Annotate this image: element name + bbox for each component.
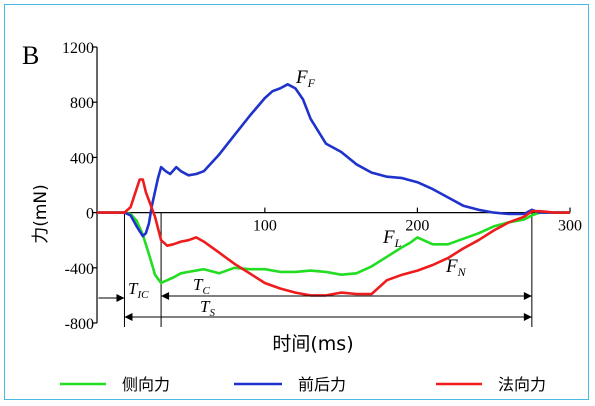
series-lines: [97, 83, 570, 297]
series-line-fore_aft: [97, 83, 570, 238]
x-tick-label: 100: [253, 218, 277, 235]
label-fore-aft-force: FF: [295, 67, 316, 90]
x-axis-label: 时间(ms): [272, 333, 353, 355]
legend-label-lateral: 侧向力: [122, 375, 170, 394]
x-tick-label: 200: [405, 218, 429, 235]
legend-label-fore-aft: 前后力: [298, 375, 346, 394]
series-line-lateral: [97, 211, 570, 285]
label-normal-force: FN: [445, 256, 467, 279]
y-tick-label: -400: [65, 261, 94, 278]
interval-arrow-tc: [161, 292, 532, 300]
label-t-c: TC: [193, 275, 210, 297]
interval-marker-lines: [123, 212, 533, 327]
y-axis-label: 力(mN): [31, 184, 51, 244]
label-lateral-force: FL: [382, 227, 402, 250]
x-tick-label: 300: [558, 218, 582, 235]
y-tick-label: 1200: [62, 40, 94, 57]
legend-label-normal: 法向力: [498, 375, 546, 394]
y-tick-label: -800: [65, 316, 94, 333]
y-tick-label: 800: [70, 95, 94, 112]
axis-ticks: -800 -400 0 400 800 1200 100 200 300: [62, 40, 582, 333]
label-t-s: TS: [200, 297, 215, 319]
panel-label: B: [22, 41, 39, 70]
interval-annotations: [98, 292, 532, 321]
interval-arrow-tic: [98, 294, 125, 302]
y-tick-label: 0: [86, 206, 94, 223]
interval-arrow-ts: [124, 313, 532, 321]
label-t-ic: TIC: [128, 279, 149, 301]
y-tick-label: 400: [70, 150, 94, 167]
series-line-normal: [97, 178, 570, 297]
legend: 侧向力 前后力 法向力: [60, 375, 546, 394]
figure-frame: [4, 4, 589, 400]
